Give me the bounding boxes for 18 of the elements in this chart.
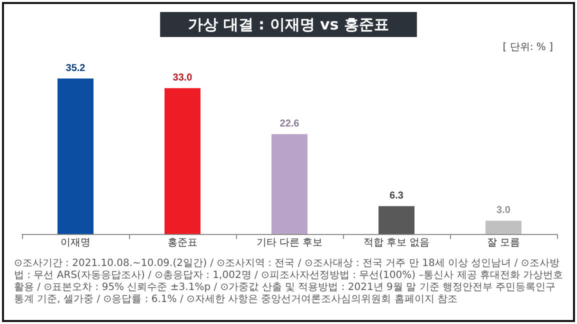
chart-title: 가상 대결 : 이재명 vs 홍준표 (188, 16, 389, 34)
text: [ 단위: % ] (502, 41, 553, 54)
bar (164, 88, 200, 234)
bar (272, 134, 308, 234)
x-tick-label: 홍준표 (168, 238, 198, 248)
bar (486, 220, 522, 234)
bar (378, 206, 414, 234)
x-tick-label: 적합 후보 없음 (364, 238, 430, 248)
x-tick-label: 잘 모름 (487, 238, 520, 248)
data-label: 35.2 (66, 62, 86, 74)
text: ⊙조사기간 : 2021.10.08.~10.09.(2일간) / ⊙조사지역 : 전국 / ⊙조사대상 : 전국 거주 만 18세 이상 성인남녀 / ⊙조사방법 : 무선 ARS(자동응답조사) / ⊙총응답자 : 1,002명 / ⊙피조사자선정방법 : 무선(100%) –통신사 제공 휴대전화 가상번호 활용 / ⊙표본오차 : 95% 신뢰수준 ±3.1%p / ⊙가중값 산출 및 적용방법 : 2021년 9월 말 기준 행정안전부 주민등록인구통계 기준, 셀가중 / ⊙응답률 : 6.1% / ⊙자세한 사항은 중앙선거여론조사심의위원회 홈페이지 참조 (14, 258, 564, 306)
data-label: 22.6 (280, 118, 300, 130)
data-label: 6.3 (390, 190, 404, 202)
data-label: 33.0 (172, 72, 193, 84)
x-tick-label: 이재명 (60, 238, 90, 248)
x-tick-label: 기타 다른 후보 (256, 238, 322, 248)
bar (58, 78, 94, 234)
data-label: 3.0 (496, 205, 511, 216)
